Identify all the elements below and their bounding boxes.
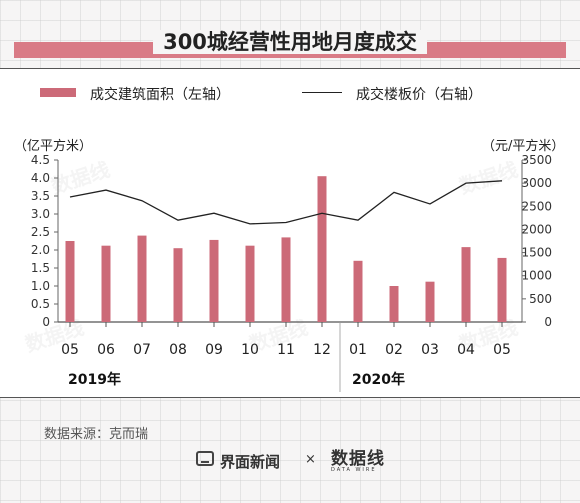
partner-logo: 数据线 DATA WIRE — [331, 444, 385, 473]
left-tick-label: 3.5 — [31, 189, 50, 203]
category-label: 03 — [421, 342, 439, 358]
category-label: 02 — [385, 342, 403, 358]
bar — [245, 245, 255, 322]
category-label: 06 — [97, 342, 115, 358]
legend-line-swatch — [302, 92, 342, 93]
right-tick-label: 3500 — [521, 153, 552, 167]
category-label: 09 — [205, 342, 223, 358]
bar — [461, 247, 471, 322]
bar — [101, 245, 111, 322]
category-label: 08 — [169, 342, 187, 358]
right-tick-label: 1000 — [521, 269, 552, 283]
left-axis-unit: （亿平方米） — [14, 139, 93, 154]
right-tick-label: 0 — [544, 315, 552, 329]
chart-panel — [0, 68, 580, 398]
bar — [65, 241, 75, 322]
right-axis-unit: （元/平方米） — [482, 139, 565, 154]
bar — [425, 281, 435, 322]
left-tick-label: 4.5 — [31, 153, 50, 167]
left-tick-label: 2.0 — [31, 243, 50, 257]
right-tick-label: 500 — [529, 292, 552, 306]
bar — [173, 248, 183, 322]
left-tick-label: 4.0 — [31, 171, 50, 185]
bar — [353, 260, 363, 322]
left-tick-label: 0.5 — [31, 297, 50, 311]
left-tick-label: 2.5 — [31, 225, 50, 239]
year-label-2020: 2020年 — [352, 372, 405, 388]
category-label: 05 — [493, 342, 511, 358]
chart-title: 300城经营性用地月度成交 — [153, 30, 427, 54]
left-tick-label: 1.0 — [31, 279, 50, 293]
bar — [137, 235, 147, 322]
right-tick-label: 1500 — [521, 246, 552, 260]
chart-title-wrap: 300城经营性用地月度成交 — [0, 26, 580, 56]
category-label: 10 — [241, 342, 259, 358]
bar — [497, 257, 507, 322]
data-source: 数据来源：克而瑞 — [44, 427, 149, 442]
category-label: 12 — [313, 342, 331, 358]
legend-bar-label: 成交建筑面积（左轴） — [90, 87, 230, 103]
category-label: 11 — [277, 342, 295, 358]
left-tick-label: 3.0 — [31, 207, 50, 221]
bar — [209, 239, 219, 322]
bar — [281, 237, 291, 322]
price-line — [69, 180, 503, 225]
partner-logo-sub: DATA WIRE — [331, 467, 377, 473]
left-tick-label: 1.5 — [31, 261, 50, 275]
partner-logo-text: 数据线 — [331, 449, 385, 469]
right-tick-label: 2500 — [521, 199, 552, 213]
legend-line-label: 成交楼板价（右轴） — [356, 87, 482, 103]
bar — [317, 176, 327, 322]
category-label: 01 — [349, 342, 367, 358]
legend-bar-swatch — [40, 88, 76, 97]
year-label-2019: 2019年 — [68, 372, 121, 388]
footer-brand: 界面新闻 — [220, 453, 281, 471]
right-tick-label: 3000 — [521, 176, 552, 190]
news-icon — [196, 451, 214, 466]
category-label: 07 — [133, 342, 151, 358]
right-tick-label: 2000 — [521, 222, 552, 236]
category-label: 05 — [61, 342, 79, 358]
footer-times: × — [305, 452, 316, 467]
bar — [389, 286, 399, 322]
left-tick-label: 0 — [42, 315, 50, 329]
category-label: 04 — [457, 342, 475, 358]
